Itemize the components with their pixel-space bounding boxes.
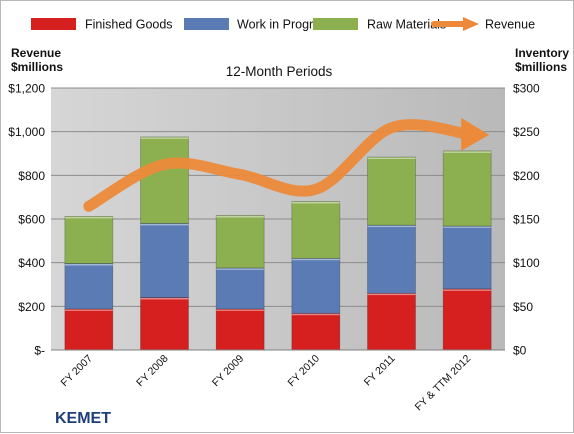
bar-work-in-progress	[64, 263, 114, 310]
bar-finished-goods	[140, 297, 189, 351]
left-tick-label: $800	[18, 169, 45, 183]
bar-finished-goods	[215, 308, 265, 351]
left-tick-label: $-	[34, 344, 45, 358]
bar-raw-materials	[215, 215, 265, 269]
legend-label-raw-materials: Raw Materials	[367, 18, 446, 32]
right-tick-label: $300	[513, 82, 540, 96]
revenue-arrowhead	[461, 117, 490, 151]
category-label: FY 2007	[59, 353, 96, 390]
chart-title: 12-Month Periods	[226, 64, 333, 79]
left-axis-ticks: $- $200 $400 $600 $800 $1,000 $1,200	[8, 82, 45, 358]
bar-raw-materials	[291, 201, 341, 259]
category-label: FY & TTM 2012	[413, 353, 474, 414]
bar-work-in-progress	[140, 222, 189, 298]
left-tick-label: $1,200	[8, 82, 45, 96]
category-label: FY 2010	[286, 353, 323, 390]
bars	[64, 136, 492, 351]
bar-finished-goods	[291, 312, 341, 351]
bar-work-in-progress	[291, 257, 341, 314]
right-axis-title-line1: Inventory	[515, 46, 569, 60]
revenue-series	[83, 117, 490, 212]
left-tick-label: $1,000	[8, 125, 45, 139]
right-tick-label: $100	[513, 256, 540, 270]
legend-label-work-in-progress: Work in Progress	[237, 18, 333, 32]
right-tick-label: $250	[513, 125, 540, 139]
left-axis-title-line1: Revenue	[11, 46, 61, 60]
bar-finished-goods	[442, 288, 492, 351]
bar-finished-goods	[64, 308, 114, 351]
right-tick-label: $150	[513, 213, 540, 227]
bar-work-in-progress	[442, 225, 492, 290]
left-tick-label: $600	[18, 213, 45, 227]
category-label: FY 2008	[134, 353, 171, 390]
revenue-line	[83, 119, 473, 212]
legend-swatch-raw-materials	[313, 18, 358, 30]
legend-swatch-work-in-progress	[184, 18, 229, 30]
category-labels: FY 2007 FY 2008 FY 2009 FY 2010 FY 2011 FY & …	[59, 353, 474, 414]
bar-raw-materials	[140, 136, 189, 224]
right-tick-label: $0	[513, 344, 527, 358]
right-tick-label: $200	[513, 169, 540, 183]
legend-swatch-finished-goods	[31, 18, 76, 30]
bar-raw-materials	[64, 215, 114, 264]
legend-label-finished-goods: Finished Goods	[85, 18, 173, 32]
legend-swatch-revenue	[431, 17, 479, 31]
bar-work-in-progress	[215, 267, 265, 310]
right-axis-ticks: $0 $50 $100 $150 $200 $250 $300	[513, 82, 540, 358]
right-axis-title-line2: $millions	[515, 60, 567, 74]
left-axis-title-line2: $millions	[11, 60, 63, 74]
category-label: FY 2009	[210, 353, 247, 390]
bar-work-in-progress	[367, 224, 416, 294]
category-label: FY 2011	[362, 353, 398, 389]
left-tick-label: $400	[18, 256, 45, 270]
brand-label: KEMET	[55, 410, 111, 427]
right-tick-label: $50	[513, 300, 533, 314]
legend-label-revenue: Revenue	[485, 18, 535, 32]
legend: Finished Goods Work in Progress Raw Mate…	[31, 17, 535, 32]
left-tick-label: $200	[18, 300, 45, 314]
bar-raw-materials	[442, 150, 492, 227]
bar-finished-goods	[367, 292, 416, 351]
bar-raw-materials	[367, 156, 416, 226]
